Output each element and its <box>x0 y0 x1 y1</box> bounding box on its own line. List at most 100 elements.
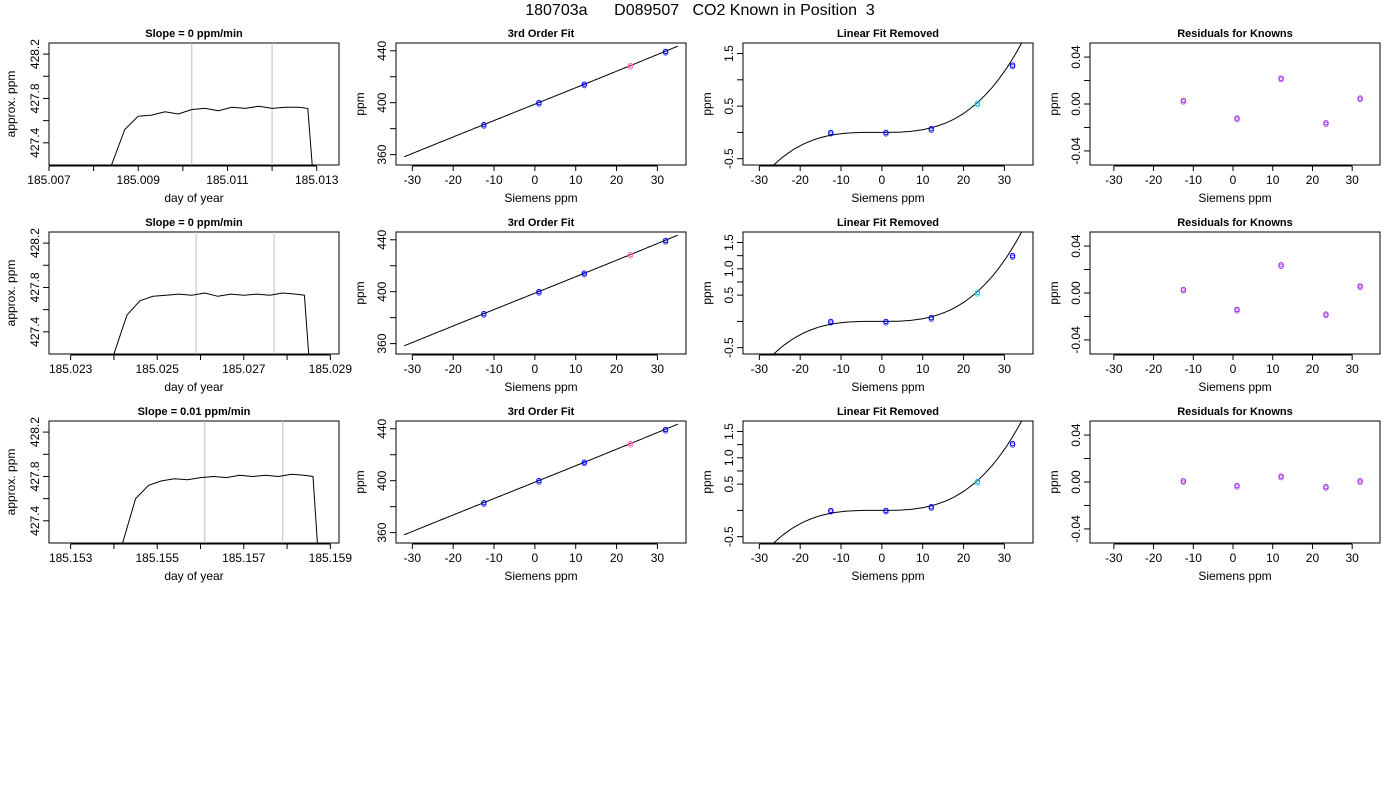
plot-area <box>772 232 1023 354</box>
y-tick-label: 428.2 <box>28 417 42 447</box>
data-point-repeat <box>1278 474 1284 481</box>
y-tick-label: 0.00 <box>1069 281 1083 305</box>
x-tick-label: -30 <box>404 551 422 565</box>
plot-frame <box>395 231 687 355</box>
x-tick-label: -20 <box>792 362 810 376</box>
y-axis-label: ppm <box>353 92 367 115</box>
y-tick-label: 428.2 <box>28 39 42 69</box>
data-point-repeat <box>883 320 889 326</box>
x-tick-label: 0 <box>879 362 886 376</box>
plot-area <box>122 421 318 543</box>
x-tick-label: -20 <box>792 551 810 565</box>
x-tick-label: 185.011 <box>206 173 249 187</box>
data-point-repeat <box>1234 116 1240 123</box>
y-tick-label: 360 <box>375 522 389 542</box>
plot-frame <box>742 420 1034 544</box>
plot-area <box>113 232 310 354</box>
x-tick-label: 20 <box>1306 173 1320 187</box>
plot-area <box>772 43 1023 165</box>
y-axis-label: ppm <box>353 470 367 493</box>
plot-area <box>404 45 679 158</box>
plot-frame <box>395 420 687 544</box>
x-tick-label: 30 <box>651 173 665 187</box>
x-tick-label: 185.159 <box>309 551 353 565</box>
y-tick-label: 440 <box>375 229 389 249</box>
y-axis-label: approx. ppm <box>4 71 18 138</box>
x-axis-label: Siemens ppm <box>504 380 577 394</box>
x-tick-label: -20 <box>1145 551 1163 565</box>
plot-frame <box>1089 42 1381 166</box>
x-tick-label: 185.007 <box>27 173 71 187</box>
data-point-repeat <box>974 102 981 108</box>
plot-area <box>1180 75 1363 127</box>
x-axis-label: day of year <box>164 569 223 583</box>
y-axis-label: ppm <box>1047 281 1061 304</box>
data-point-repeat <box>536 479 542 485</box>
y-tick-label: 0.00 <box>1069 470 1083 494</box>
data-point-repeat <box>481 501 487 507</box>
y-axis-label: ppm <box>700 470 714 493</box>
x-tick-label: 30 <box>998 551 1012 565</box>
y-tick-label: 440 <box>375 40 389 60</box>
panel-title: 3rd Order Fit <box>508 217 575 229</box>
data-point-repeat <box>627 442 634 448</box>
y-tick-label: 440 <box>375 418 389 438</box>
x-tick-label: -20 <box>445 173 463 187</box>
data-point-repeat <box>928 127 934 133</box>
x-tick-label: 30 <box>651 551 665 565</box>
panel-title: Linear Fit Removed <box>837 28 939 40</box>
plot-area <box>1180 473 1363 491</box>
x-tick-label: 20 <box>1306 551 1320 565</box>
fit-curve <box>772 421 1023 543</box>
x-tick-label: -10 <box>832 362 850 376</box>
x-tick-label: 0 <box>532 173 539 187</box>
x-axis-label: Siemens ppm <box>504 191 577 205</box>
panel-1-2: 3rd Order Fit -30 -20 -10 0 10 20 30 Siemens ppm… <box>353 28 687 205</box>
x-tick-label: -30 <box>404 173 422 187</box>
data-point-repeat <box>974 480 981 486</box>
plot-frame <box>48 42 340 166</box>
y-tick-label: 1.0 <box>722 260 736 277</box>
x-axis-label: Siemens ppm <box>851 380 924 394</box>
x-tick-label: -30 <box>1105 551 1123 565</box>
x-tick-label: 30 <box>1346 551 1360 565</box>
plot-area <box>404 423 679 536</box>
panel-1-4: Residuals for Knowns -30 -20 -10 0 10 20 30 Siem… <box>1047 28 1381 205</box>
x-tick-label: -10 <box>832 551 850 565</box>
x-tick-label: 10 <box>1266 173 1280 187</box>
plot-area <box>111 43 313 165</box>
x-tick-label: 10 <box>569 173 583 187</box>
y-tick-label: 427.8 <box>28 83 42 113</box>
y-tick-label: -0.5 <box>722 526 736 547</box>
x-tick-label: -20 <box>1145 173 1163 187</box>
x-axis-label: day of year <box>164 191 223 205</box>
x-tick-label: -10 <box>1185 362 1203 376</box>
x-tick-label: -20 <box>445 362 463 376</box>
data-point-repeat <box>581 460 587 467</box>
x-tick-label: 185.155 <box>136 551 180 565</box>
data-point-repeat <box>627 64 634 70</box>
y-axis-label: approx. ppm <box>4 260 18 327</box>
y-tick-label: 1.0 <box>722 449 736 466</box>
x-tick-label: -30 <box>751 362 769 376</box>
panel-title: Residuals for Knowns <box>1177 28 1293 40</box>
x-tick-label: 0 <box>1230 362 1237 376</box>
y-tick-label: -0.5 <box>722 337 736 358</box>
y-tick-label: -0.04 <box>1069 515 1083 543</box>
x-tick-label: -20 <box>1145 362 1163 376</box>
x-tick-label: 20 <box>1306 362 1320 376</box>
x-tick-label: 30 <box>1346 362 1360 376</box>
data-point-repeat <box>662 428 669 434</box>
data-point-repeat <box>974 291 981 297</box>
x-axis-label: Siemens ppm <box>1198 191 1271 205</box>
x-tick-label: -30 <box>751 551 769 565</box>
y-tick-label: 0.04 <box>1069 45 1083 69</box>
series-line <box>113 292 310 354</box>
x-tick-label: -30 <box>1105 173 1123 187</box>
x-tick-label: 20 <box>957 173 971 187</box>
x-tick-label: -10 <box>485 551 503 565</box>
data-point-repeat <box>1357 479 1363 486</box>
x-tick-label: 10 <box>1266 551 1280 565</box>
data-point-repeat <box>1323 121 1329 127</box>
panel-1-1: Slope = 0 ppm/min 185.007 185.009 185.011 18… <box>4 28 340 205</box>
